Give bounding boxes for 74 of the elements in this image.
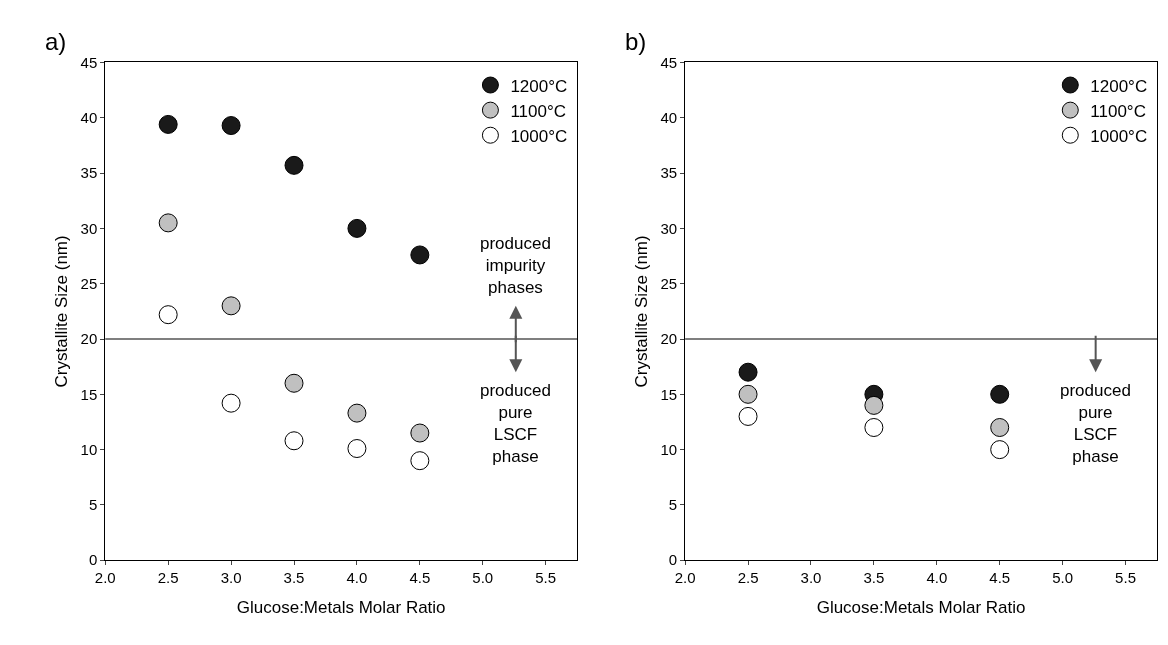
point [410, 245, 430, 265]
point [738, 362, 758, 382]
annotation: produced pure LSCF phase [480, 381, 551, 467]
y-tick-label: 5 [668, 496, 678, 514]
point [864, 395, 884, 415]
x-tick-label: 2.0 [94, 569, 116, 587]
y-tick-label: 40 [80, 109, 98, 127]
point [990, 440, 1010, 460]
x-tick-label: 3.0 [220, 569, 242, 587]
y-tick-label: 0 [668, 551, 678, 569]
y-tick-label: 30 [80, 219, 98, 237]
y-tick-label: 10 [660, 440, 678, 458]
point [738, 406, 758, 426]
point [347, 218, 367, 238]
chart-title: b) [625, 28, 647, 55]
y-tick-label: 40 [660, 109, 678, 127]
point [158, 305, 178, 325]
x-axis-title: Glucose:Metals Molar Ratio [816, 597, 1026, 617]
y-axis-title: Crystallite Size (nm) [632, 235, 652, 388]
x-axis-title: Glucose:Metals Molar Ratio [236, 597, 446, 617]
point [284, 155, 304, 175]
point [284, 373, 304, 393]
annotation: produced pure LSCF phase [1060, 381, 1131, 467]
x-tick-label: 5.0 [1052, 569, 1074, 587]
point [347, 403, 367, 423]
point [221, 116, 241, 136]
y-tick-label: 15 [80, 385, 98, 403]
x-tick-label: 4.0 [926, 569, 948, 587]
y-tick-label: 5 [88, 496, 98, 514]
y-tick-label: 25 [660, 274, 678, 292]
point [990, 384, 1010, 404]
point [221, 296, 241, 316]
x-tick-label: 4.0 [346, 569, 368, 587]
x-tick-label: 3.5 [283, 569, 305, 587]
y-axis-title: Crystallite Size (nm) [52, 235, 72, 388]
x-tick-label: 2.0 [674, 569, 696, 587]
y-tick-label: 25 [80, 274, 98, 292]
point [410, 423, 430, 443]
y-tick-label: 30 [660, 219, 678, 237]
chart-title: a) [45, 28, 67, 55]
point [410, 451, 430, 471]
point [158, 114, 178, 134]
legend-label: 1200°C [1090, 76, 1148, 96]
x-tick-label: 3.0 [800, 569, 822, 587]
y-tick-label: 35 [660, 164, 678, 182]
x-tick-label: 2.5 [737, 569, 759, 587]
point [738, 384, 758, 404]
annotation: produced impurity phases [480, 234, 551, 298]
legend-label: 1000°C [510, 126, 568, 146]
y-tick-label: 10 [80, 440, 98, 458]
point [221, 393, 241, 413]
x-tick-label: 5.5 [1115, 569, 1136, 587]
y-tick-label: 20 [80, 330, 98, 348]
point [864, 418, 884, 437]
y-tick-label: 20 [660, 330, 678, 348]
x-tick-label: 2.5 [157, 569, 179, 587]
x-tick-label: 4.5 [989, 569, 1011, 587]
point [284, 431, 304, 451]
legend-label: 1200°C [510, 76, 568, 96]
y-tick-label: 45 [80, 53, 98, 71]
x-tick-label: 3.5 [863, 569, 885, 587]
x-tick-label: 5.0 [472, 569, 494, 587]
point [158, 213, 178, 233]
legend-label: 1100°C [1090, 101, 1146, 121]
x-tick-label: 4.5 [409, 569, 431, 587]
point [347, 439, 367, 459]
point [990, 418, 1010, 437]
y-tick-label: 15 [660, 385, 678, 403]
x-tick-label: 5.5 [535, 569, 557, 587]
legend-label: 1100°C [510, 101, 567, 121]
y-tick-label: 0 [88, 551, 98, 569]
y-tick-label: 35 [80, 164, 98, 182]
y-tick-label: 45 [660, 53, 678, 71]
legend-label: 1000°C [1090, 126, 1148, 146]
